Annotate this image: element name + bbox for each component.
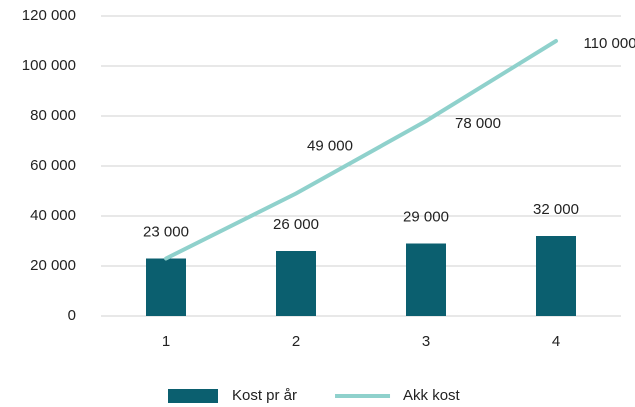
y-tick-label: 20 000 [30, 257, 76, 274]
bar-label: 26 000 [273, 216, 319, 233]
bar [146, 258, 186, 316]
bar-label: 32 000 [533, 201, 579, 218]
line-label: 49 000 [307, 137, 353, 154]
bar [536, 236, 576, 316]
y-tick-label: 100 000 [22, 57, 76, 74]
bar-label: 23 000 [143, 223, 189, 240]
legend-label: Akk kost [403, 387, 461, 404]
line-label: 110 000 [583, 35, 635, 52]
x-tick-label: 2 [292, 333, 300, 350]
bar-label: 29 000 [403, 208, 449, 225]
legend-swatch [168, 389, 218, 403]
y-tick-label: 80 000 [30, 107, 76, 124]
line-label: 78 000 [455, 115, 501, 132]
y-tick-label: 60 000 [30, 157, 76, 174]
bar [406, 243, 446, 316]
line [164, 39, 558, 261]
y-tick-label: 0 [68, 307, 76, 324]
y-tick-label: 40 000 [30, 207, 76, 224]
y-tick-label: 120 000 [22, 7, 76, 24]
x-tick-label: 1 [162, 333, 170, 350]
legend-label: Kost pr år [232, 387, 297, 404]
bar [276, 251, 316, 316]
x-tick-label: 4 [552, 333, 560, 350]
x-tick-label: 3 [422, 333, 430, 350]
